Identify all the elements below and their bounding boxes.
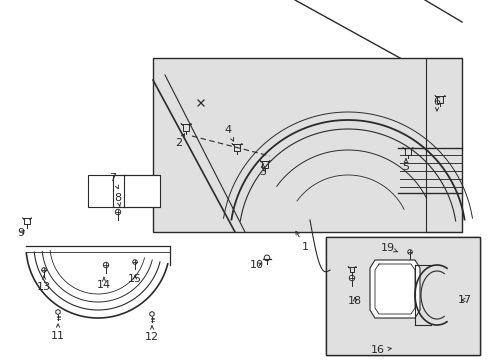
Bar xyxy=(153,58,461,232)
Circle shape xyxy=(264,255,269,261)
Circle shape xyxy=(348,275,354,281)
Text: 11: 11 xyxy=(51,324,65,341)
Text: 15: 15 xyxy=(128,274,142,284)
Text: 10: 10 xyxy=(249,260,264,270)
Circle shape xyxy=(407,250,411,254)
Text: 5: 5 xyxy=(402,159,408,172)
Text: 1: 1 xyxy=(295,231,308,252)
Text: 2: 2 xyxy=(175,134,184,148)
Text: 9: 9 xyxy=(18,228,24,238)
Circle shape xyxy=(132,260,137,264)
Text: 12: 12 xyxy=(144,326,159,342)
Text: 4: 4 xyxy=(224,125,233,141)
Bar xyxy=(325,237,479,355)
Polygon shape xyxy=(149,311,154,316)
Polygon shape xyxy=(369,260,419,318)
Text: 8: 8 xyxy=(114,193,122,206)
Circle shape xyxy=(41,268,46,272)
Bar xyxy=(88,175,160,207)
Text: 18: 18 xyxy=(347,296,361,306)
Bar xyxy=(325,237,479,355)
Text: 7: 7 xyxy=(109,173,118,189)
Text: 6: 6 xyxy=(433,97,440,111)
Text: 19: 19 xyxy=(380,243,397,253)
Circle shape xyxy=(115,209,121,215)
Text: 13: 13 xyxy=(37,276,51,292)
Bar xyxy=(325,237,479,355)
Circle shape xyxy=(103,262,108,268)
Text: 3: 3 xyxy=(259,164,266,177)
Text: 17: 17 xyxy=(457,295,471,305)
Polygon shape xyxy=(56,310,60,315)
Text: 16: 16 xyxy=(370,345,390,355)
Text: 14: 14 xyxy=(97,277,111,290)
